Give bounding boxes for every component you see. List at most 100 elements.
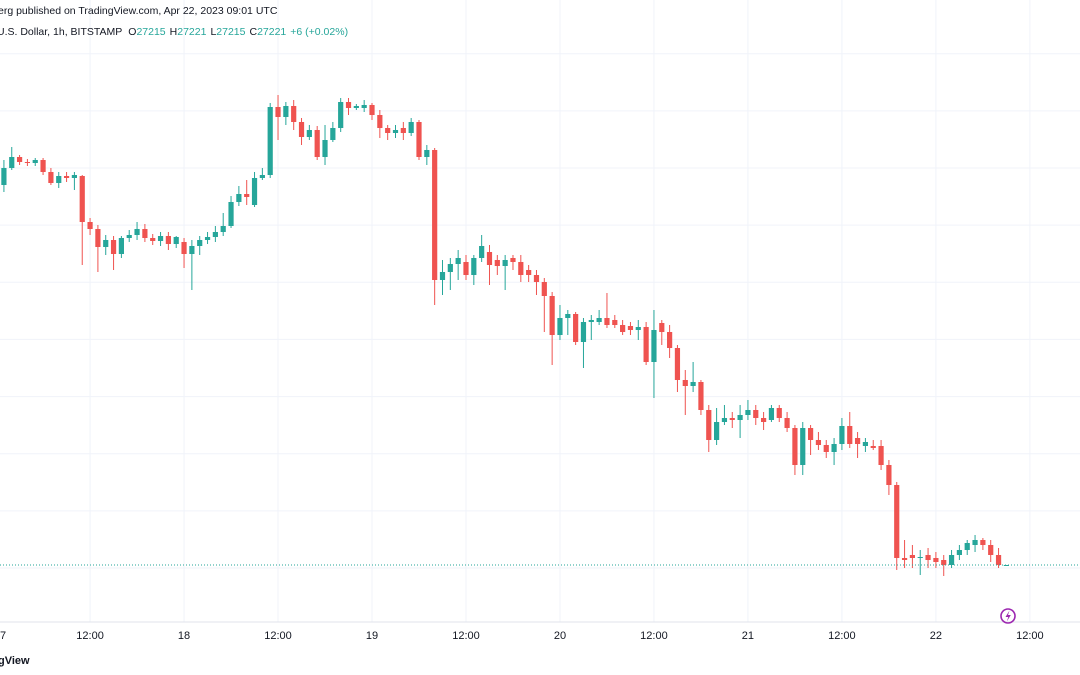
- candle-body: [463, 262, 469, 275]
- candle-body: [338, 102, 344, 128]
- candle-body: [479, 246, 485, 258]
- candle-body: [862, 442, 869, 446]
- candle-body: [800, 428, 806, 465]
- candle-body: [533, 275, 540, 282]
- x-tick-label: 20: [554, 630, 566, 642]
- x-axis: 7 12:00 18 12:00 19 12:00 20 12:00 21 12:00 22 12:0…: [0, 630, 1044, 642]
- candle-body: [588, 320, 594, 322]
- alert-icon[interactable]: [1000, 608, 1016, 624]
- candle-body: [901, 558, 908, 560]
- candle-body: [964, 543, 970, 550]
- candle-body: [659, 323, 665, 332]
- candle-body: [565, 314, 571, 318]
- x-tick-label: 19: [366, 630, 378, 642]
- candle-body: [197, 240, 203, 246]
- candle-body: [839, 426, 845, 444]
- candle-body: [314, 130, 320, 157]
- candle-body: [745, 410, 751, 415]
- x-tick-label: 7: [0, 630, 6, 642]
- ohlc-letter: O: [128, 26, 136, 38]
- candle-body: [275, 107, 281, 117]
- candle-body: [369, 105, 375, 115]
- candle-body: [886, 465, 892, 485]
- candle-body: [150, 238, 156, 241]
- x-tick-label: 12:00: [828, 630, 856, 642]
- candle-body: [244, 194, 250, 197]
- candle-body: [392, 130, 399, 133]
- candle-body: [298, 122, 305, 137]
- candle-body: [620, 325, 626, 332]
- candle-body: [627, 326, 634, 330]
- candle-body: [173, 237, 179, 244]
- candle-body: [283, 106, 289, 117]
- candle-body: [236, 194, 242, 202]
- x-tick-label: 12:00: [1016, 630, 1044, 642]
- candle-body: [894, 485, 900, 558]
- candle-body: [118, 238, 124, 254]
- candle-body: [635, 327, 641, 330]
- candle-body: [604, 318, 610, 325]
- candle-body: [330, 128, 336, 140]
- candle-body: [345, 102, 352, 108]
- candle-body: [870, 446, 876, 448]
- candle-body: [573, 314, 579, 342]
- candle-body: [142, 229, 148, 238]
- candle-body: [706, 410, 712, 440]
- candle-body: [56, 176, 62, 183]
- ohlc-value: 27215: [136, 26, 165, 38]
- candle-body: [784, 418, 790, 428]
- candle-body: [831, 444, 837, 452]
- grid: [0, 0, 1080, 622]
- candle-body: [377, 115, 383, 128]
- candle-body: [1003, 565, 1009, 566]
- candle-body: [416, 122, 422, 157]
- candle-body: [917, 557, 923, 558]
- candle-body: [980, 540, 986, 545]
- candle-body: [729, 418, 735, 420]
- candle-body: [651, 330, 657, 362]
- candle-body: [251, 178, 258, 205]
- candle-body: [228, 202, 234, 226]
- candle-body: [737, 415, 743, 420]
- candle-body: [518, 262, 524, 275]
- candle-body: [612, 320, 618, 325]
- candle-body: [126, 235, 132, 238]
- candle-body: [9, 157, 15, 168]
- candle-body: [471, 258, 477, 275]
- candle-body: [71, 175, 78, 178]
- candle-body: [32, 160, 38, 163]
- candle-body: [157, 236, 164, 241]
- ohlc-letter: H: [170, 26, 178, 38]
- ohlc-value: 27221: [257, 26, 286, 38]
- candle-body: [361, 105, 367, 108]
- candle-body: [823, 445, 829, 452]
- candle-body: [95, 229, 101, 247]
- change-label: +6 (+0.02%): [290, 26, 348, 38]
- ohlc-value: 27221: [177, 26, 206, 38]
- candle-body: [956, 550, 962, 555]
- candle-body: [165, 236, 171, 244]
- candle-body: [541, 282, 547, 296]
- candle-body: [557, 318, 563, 335]
- candle-body: [690, 382, 696, 386]
- candle-body: [721, 418, 728, 422]
- candle-body: [494, 260, 500, 266]
- candle-body: [933, 558, 939, 562]
- candle-body: [79, 176, 85, 222]
- candle-body: [502, 260, 508, 266]
- candle-body: [134, 229, 140, 235]
- ohlc-letter: C: [249, 26, 257, 38]
- candle-body: [972, 540, 978, 545]
- candle-body: [580, 322, 587, 342]
- candle-body: [432, 150, 438, 280]
- logo-text: gView: [0, 655, 30, 667]
- candle-body: [988, 545, 994, 555]
- candle-body: [878, 446, 884, 465]
- candle-body: [16, 157, 23, 162]
- candle-body: [526, 270, 532, 275]
- symbol-label: U.S. Dollar, 1h, BITSTAMP: [0, 26, 122, 38]
- candle-body: [667, 332, 673, 348]
- candle-body: [63, 176, 70, 178]
- candle-body: [204, 237, 211, 240]
